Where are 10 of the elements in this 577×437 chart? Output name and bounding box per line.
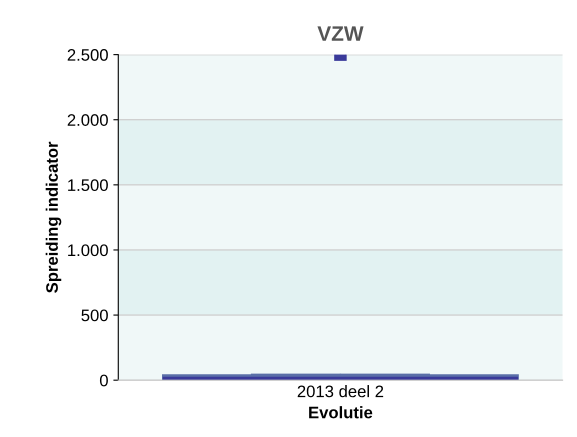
- y-tick-label: 0: [100, 374, 108, 386]
- y-tick-label: 1.000: [68, 244, 108, 256]
- y-axis-title: Spreiding indicator: [46, 142, 62, 293]
- y-tick-label: 2.500: [68, 49, 108, 61]
- y-tick-label: 1.500: [68, 179, 108, 192]
- x-tick-label: 2013 deel 2: [298, 385, 384, 398]
- chart-title: VZW: [317, 26, 364, 41]
- y-tick-label: 2.000: [68, 114, 108, 126]
- y-tick-label: 500: [81, 309, 108, 322]
- x-axis-title: Evolutie: [309, 406, 372, 418]
